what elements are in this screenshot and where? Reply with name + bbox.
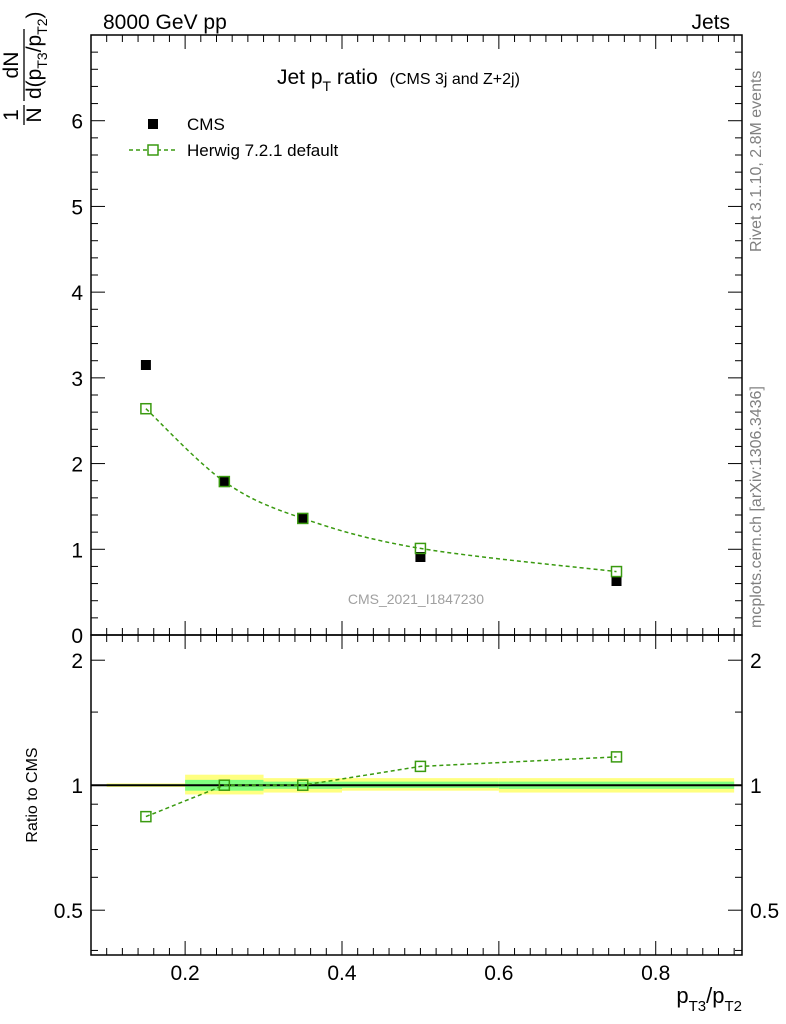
- y-axis-label-n: N: [23, 107, 46, 122]
- herwig-line: [145, 408, 617, 573]
- herwig-point: [610, 565, 623, 578]
- cms-point: [297, 513, 308, 524]
- ratio-panel-frame: [90, 634, 743, 956]
- legend-label-cms: CMS: [187, 115, 225, 134]
- y-axis-label-close: ): [23, 11, 46, 18]
- main-axis-ticks: 0 1 2 3 4 5 6: [71, 34, 742, 648]
- y-axis-label-dn: dN: [0, 52, 23, 79]
- x-tick-label: 0.4: [327, 962, 357, 985]
- ratio-y-tick-label: 2: [71, 650, 83, 673]
- ratio-herwig-line: [145, 756, 617, 818]
- y-tick-label: 5: [71, 196, 83, 219]
- y-tick-label: 0: [71, 625, 83, 648]
- ratio-herwig-point: [218, 779, 231, 791]
- ratio-y-tick-label: 0.5: [54, 900, 83, 923]
- x-axis-label-sub2: T2: [724, 998, 742, 1015]
- x-tick-label: 0.6: [484, 962, 513, 985]
- ratio-y-tick-label: 1: [71, 775, 83, 798]
- header-left: 8000 GeV pp: [103, 11, 227, 34]
- x-axis-label-sub1: T3: [689, 998, 707, 1015]
- legend-marker-herwig: [147, 144, 159, 156]
- chart-title: Jet pT ratio (CMS 3j and Z+2j): [277, 66, 520, 94]
- herwig-point: [414, 542, 427, 555]
- y-tick-label: 3: [71, 368, 83, 391]
- chart-title-sub: T: [323, 78, 332, 94]
- cms-point: [140, 360, 151, 370]
- y-tick-label: 2: [71, 454, 83, 477]
- ratio-herwig-point: [610, 751, 623, 763]
- chart-title-rest: ratio: [331, 66, 378, 89]
- x-tick-label: 0.2: [171, 962, 200, 985]
- legend: CMS Herwig 7.2.1 default: [129, 115, 338, 160]
- y-axis-label-sub1: T3: [34, 52, 50, 69]
- cms-point: [415, 552, 426, 562]
- ratio-y-tick-label: 0.5: [750, 900, 779, 923]
- x-axis-label-slash: /p: [706, 983, 724, 1008]
- main-panel: 0 1 2 3 4 5 6 Jet pT ratio (CMS 3j and Z+2j) C…: [71, 34, 743, 648]
- ratio-panel: 0.5 0.5 1 1 2 2 0.2 0.4 0.6 0.8: [54, 634, 779, 985]
- ratio-y-tick-label: 2: [750, 650, 762, 673]
- main-series-layer: [140, 360, 623, 586]
- y-tick-label: 1: [71, 539, 83, 562]
- legend-marker-cms: [148, 119, 158, 129]
- y-axis-label-denominator: d(pT3/pT2): [23, 11, 50, 99]
- header-right: Jets: [691, 11, 730, 34]
- y-axis-label-d: d(p: [23, 69, 46, 99]
- y-tick-label: 6: [71, 111, 83, 134]
- ratio-herwig-point: [140, 810, 152, 823]
- cms-point: [611, 576, 622, 586]
- chart-title-main: Jet p: [277, 66, 323, 89]
- ratio-y-tick-label: 1: [750, 775, 762, 798]
- rivet-label: Rivet 3.1.10, 2.8M events: [748, 71, 765, 252]
- herwig-point: [218, 475, 231, 488]
- herwig-point: [140, 402, 152, 415]
- y-axis-label-one: 1: [0, 109, 23, 121]
- y-axis-label-sub2: T2: [34, 18, 50, 35]
- herwig-point: [297, 512, 309, 525]
- ratio-herwig-point: [297, 779, 309, 791]
- y-tick-label: 4: [71, 282, 83, 305]
- ratio-y-axis-label: Ratio to CMS: [24, 747, 41, 842]
- ratio-series-layer: [140, 751, 623, 823]
- y-axis-label-slash: /p: [23, 35, 46, 53]
- mcplots-label: mcplots.cern.ch [arXiv:1306.3436]: [748, 386, 765, 628]
- legend-label-herwig: Herwig 7.2.1 default: [187, 141, 338, 160]
- x-axis-label-p: p: [676, 983, 688, 1008]
- cms-point: [219, 476, 230, 487]
- y-axis-label: 1 N dN d(pT3/pT2): [0, 11, 50, 125]
- ratio-herwig-point: [414, 760, 427, 773]
- chart-title-detail: (CMS 3j and Z+2j): [390, 71, 520, 88]
- x-tick-label: 0.8: [641, 962, 670, 985]
- x-axis-label: pT3/pT2: [676, 983, 742, 1015]
- watermark: CMS_2021_I1847230: [348, 591, 484, 607]
